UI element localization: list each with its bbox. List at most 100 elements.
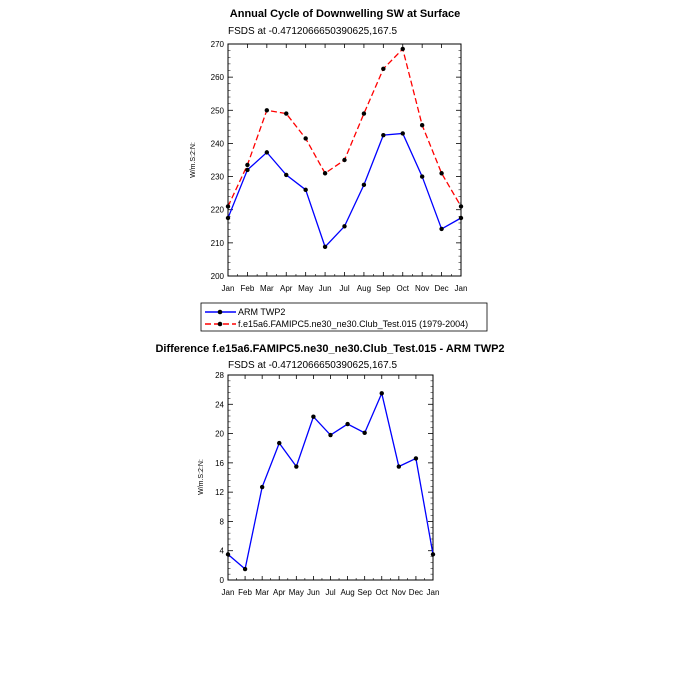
chart2-series-0-point: [242, 566, 248, 572]
chart1-series-0-point: [225, 215, 231, 221]
legend-obs-marker: [217, 309, 223, 315]
chart1-ytick-label: 230: [211, 173, 225, 182]
chart1-series-1-point: [361, 111, 367, 116]
chart1-series-1-point: [245, 162, 250, 168]
chart1-series-0-point: [342, 224, 347, 229]
chart2-xtick-label: Jan: [427, 588, 440, 597]
chart1-subtitle: FSDS at -0.4712066650390625,167.5: [228, 26, 397, 37]
chart2-series-0-point: [379, 391, 384, 396]
chart2-xtick-label: Dec: [409, 588, 423, 597]
chart1-series-0-point: [264, 150, 270, 155]
chart1-ylabel: W/m.S:2:N:: [190, 142, 197, 178]
chart1-series-0-point: [245, 167, 250, 173]
chart2-series-0-point: [277, 440, 282, 446]
chart1-series-0-point: [303, 187, 308, 193]
chart1-series-1-point: [400, 46, 405, 52]
chart1-series-0-point: [284, 172, 289, 178]
chart1-ytick-label: 250: [211, 106, 225, 115]
chart2-ytick-label: 28: [215, 371, 224, 380]
chart1-xtick-label: Dec: [434, 284, 448, 293]
chart2-xtick-label: Nov: [392, 588, 406, 597]
chart2-subtitle: FSDS at -0.4712066650390625,167.5: [228, 360, 397, 371]
chart1-ytick-label: 240: [211, 139, 225, 148]
legend-obs-label: ARM TWP2: [238, 307, 285, 317]
chart1-series-1-point: [303, 136, 308, 141]
chart1-ytick-label: 260: [211, 73, 225, 82]
chart2-series-0-point: [413, 456, 419, 461]
chart1-series-1-point: [264, 108, 270, 113]
chart1-series-0-point: [381, 132, 386, 138]
chart1-xtick-label: Mar: [260, 284, 274, 293]
chart1-series-1-point: [342, 157, 347, 163]
chart1-series-1-point: [284, 111, 289, 116]
legend-model-marker: [217, 321, 223, 327]
chart2-ytick-label: 8: [220, 517, 225, 526]
chart1-series-1-point: [381, 66, 386, 72]
chart2-xtick-label: Jun: [307, 588, 320, 597]
chart1-series-0-point: [439, 226, 444, 232]
chart2-ylabel: W/m.S:2:N:: [198, 459, 205, 495]
chart1-xtick-label: Sep: [376, 284, 391, 293]
chart1-series-1-point: [225, 204, 231, 209]
chart1-xtick-label: Oct: [397, 284, 410, 293]
chart2-series-0-point: [430, 552, 436, 557]
annual-cycle-chart: Annual Cycle of Downwelling SW at Surfac…: [190, 8, 467, 293]
chart2-ytick-label: 4: [220, 547, 225, 556]
chart2-series-0-point: [311, 414, 316, 419]
chart2-series-0-point: [225, 552, 231, 557]
chart1-series-0-point: [419, 174, 425, 179]
chart2-xtick-label: Oct: [376, 588, 389, 597]
chart2-series-0-line: [227, 391, 434, 571]
chart1-title: Annual Cycle of Downwelling SW at Surfac…: [230, 8, 460, 20]
chart2-title: Difference f.e15a6.FAMIPC5.ne30_ne30.Clu…: [155, 343, 504, 355]
chart2-series-0-point: [259, 484, 265, 490]
chart2-xtick-label: Mar: [255, 588, 269, 597]
chart2-xtick-label: Feb: [238, 588, 252, 597]
chart2-xtick-label: Apr: [273, 588, 286, 597]
chart2-xtick-label: Aug: [340, 588, 354, 597]
chart1-series-0-point: [458, 215, 464, 221]
chart2-ytick-label: 0: [220, 576, 225, 585]
chart2-xtick-label: Jul: [325, 588, 335, 597]
chart2-series-0-point: [362, 430, 367, 436]
chart1-series-0-line: [227, 132, 462, 249]
chart1-series-1-point: [439, 171, 444, 176]
legend-box: [200, 302, 488, 332]
chart1-xtick-label: Nov: [415, 284, 429, 293]
chart2-xtick-label: Jan: [222, 588, 235, 597]
chart1-xtick-label: Aug: [357, 284, 371, 293]
chart1-series-1-point: [322, 171, 328, 176]
chart2-xtick-label: Sep: [358, 588, 373, 597]
chart1-legend: ARM TWP2 f.e15a6.FAMIPC5.ne30_ne30.Club_…: [200, 302, 488, 332]
chart2-ytick-label: 20: [215, 430, 224, 439]
chart1-ytick-label: 270: [211, 40, 225, 49]
chart2-series-0-point: [294, 464, 299, 469]
chart2-series-0-point: [396, 464, 402, 469]
chart1-xtick-label: Jan: [455, 284, 468, 293]
chart1-ytick-label: 210: [211, 239, 225, 248]
chart1-series-0-point: [400, 131, 405, 136]
chart1-series-0-point: [361, 182, 367, 188]
chart1-series-1-point: [458, 204, 464, 209]
chart2-ytick-label: 24: [215, 400, 224, 409]
chart2-ytick-label: 16: [215, 459, 224, 468]
chart2-xtick-label: May: [289, 588, 304, 597]
difference-chart: Difference f.e15a6.FAMIPC5.ne30_ne30.Clu…: [155, 343, 504, 597]
chart1-xtick-label: Jul: [339, 284, 349, 293]
chart2-series-0-point: [345, 421, 350, 427]
chart1-xtick-label: Jan: [222, 284, 235, 293]
chart1-xtick-label: Feb: [241, 284, 255, 293]
chart1-xtick-label: Apr: [280, 284, 293, 293]
chart1-series-0-point: [322, 244, 328, 250]
chart2-ytick-label: 12: [215, 488, 224, 497]
chart1-series-1-line: [227, 47, 462, 207]
chart2-series-0-point: [328, 432, 333, 438]
chart1-ytick-label: 220: [211, 206, 225, 215]
chart1-xtick-label: Jun: [319, 284, 332, 293]
chart1-xtick-label: May: [298, 284, 313, 293]
legend-model-label: f.e15a6.FAMIPC5.ne30_ne30.Club_Test.015 …: [238, 319, 468, 329]
chart2-frame: [227, 374, 434, 581]
chart1-ytick-label: 200: [211, 272, 225, 281]
chart1-series-1-point: [419, 123, 425, 128]
